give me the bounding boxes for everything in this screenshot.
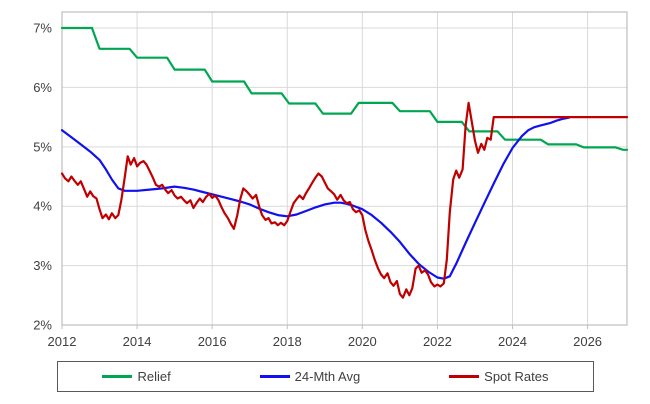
y-tick-label: 2%: [33, 318, 52, 333]
plot-border: [61, 11, 628, 326]
legend-item-spot-rates: Spot Rates: [449, 370, 548, 383]
x-tick-label: 2026: [573, 334, 602, 349]
spot-rates-line-swatch: [449, 375, 480, 378]
x-tick-label: 2024: [498, 334, 527, 349]
x-tick-label: 2020: [348, 334, 377, 349]
x-tick-label: 2022: [423, 334, 452, 349]
24mth-avg-line-swatch: [259, 375, 290, 378]
legend-label-relief: Relief: [137, 369, 171, 384]
series-line-24-mth-avg: [60, 116, 570, 280]
legend-item-24mth-avg: 24-Mth Avg: [259, 369, 361, 384]
legend-item-relief: Relief: [102, 369, 171, 384]
x-tick-label: 2018: [273, 334, 302, 349]
y-tick-label: 5%: [33, 139, 52, 154]
y-tick-label: 6%: [33, 80, 52, 95]
series-line-relief: [60, 26, 629, 151]
x-tick-label: 2012: [48, 334, 77, 349]
series-line-spot-rates: [60, 101, 629, 299]
relief-line-swatch: [102, 375, 133, 378]
y-tick-label: 4%: [33, 199, 52, 214]
chart-legend: Relief 24-Mth Avg Spot Rates: [57, 361, 594, 392]
y-tick-label: 3%: [33, 258, 52, 273]
x-tick-label: 2014: [123, 334, 152, 349]
legend-label-spot-rates: Spot Rates: [484, 369, 549, 384]
y-tick-label: 7%: [33, 21, 52, 36]
legend-label-24mth-avg: 24-Mth Avg: [294, 369, 361, 384]
x-tick-label: 2016: [198, 334, 227, 349]
